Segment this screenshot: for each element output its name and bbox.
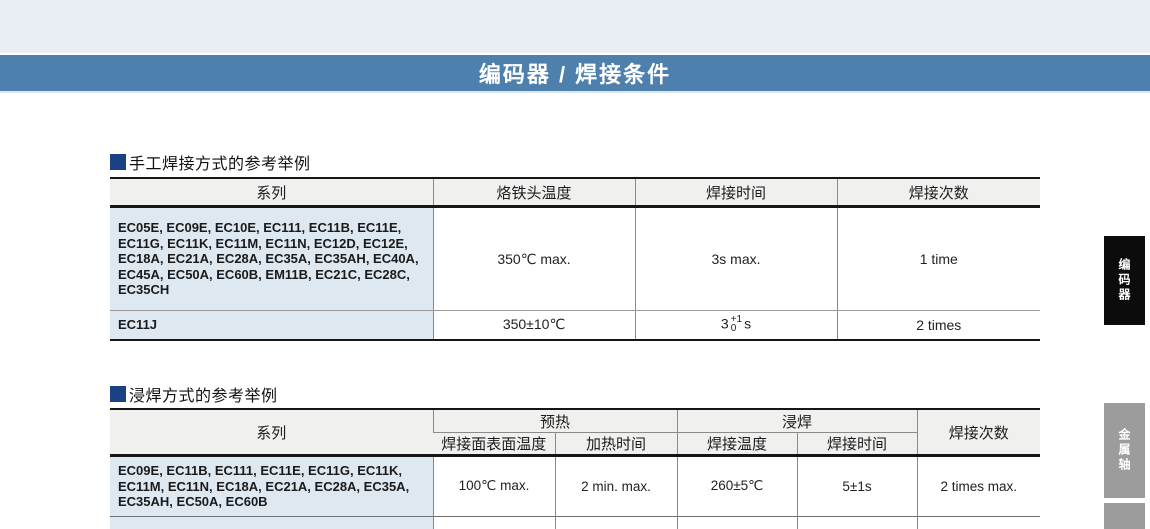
tolerance-plus: +1 xyxy=(730,313,743,325)
table-header-row-groups: 系列 预热 浸焊 焊接次数 xyxy=(110,409,1041,457)
series-cell: EC09E, EC11B, EC111, EC11E, EC11G, EC11K… xyxy=(110,455,433,517)
heating-time-cell: 2 min. max. xyxy=(554,516,678,529)
column-header-surface-temperature: 焊接面表面温度 xyxy=(433,432,555,457)
manual-soldering-table: 系列 烙铁头温度 焊接时间 焊接次数 EC05E, EC09E, EC10E, … xyxy=(110,177,1040,341)
page-title-bar: 编码器 / 焊接条件 xyxy=(0,55,1150,93)
heating-time-cell: 2 min. max. xyxy=(554,455,678,517)
column-header-dip-temperature: 焊接温度 xyxy=(676,432,798,457)
column-group-preheat: 预热 xyxy=(432,409,678,433)
soldering-count-cell: 1 time xyxy=(916,516,1041,529)
dip-time-cell: 5±1s xyxy=(796,455,918,517)
section-marker-square xyxy=(110,154,126,170)
section-marker-square xyxy=(110,386,126,402)
soldering-count-cell: 2 times max. xyxy=(916,455,1041,517)
table-row: EC11J 350±10℃ 3 +1 0 s 2 times xyxy=(110,310,1040,341)
dip-time-cell: 5±1s xyxy=(796,516,918,529)
column-header-tip-temperature: 烙铁头温度 xyxy=(432,178,635,208)
soldering-time-cell: 3s max. xyxy=(634,206,837,311)
column-header-heating-time: 加热时间 xyxy=(554,432,678,457)
surface-temperature-cell: 100℃ max. xyxy=(432,455,555,517)
section-title-manual-soldering: 手工焊接方式的参考举例 xyxy=(110,150,311,174)
side-tab-metal-shaft[interactable]: 金属轴 xyxy=(1104,403,1145,498)
soldering-time-cell: 3 +1 0 s xyxy=(634,310,837,341)
dip-temperature-cell: 260±5℃ xyxy=(676,455,798,517)
column-header-soldering-time: 焊接时间 xyxy=(634,178,837,208)
soldering-count-cell: 1 time xyxy=(836,206,1040,311)
table-row: EC05E, EC09E, EC10E, EC111, EC11B, EC11E… xyxy=(110,206,1040,311)
side-tab-encoder[interactable]: 编码器 xyxy=(1104,236,1145,325)
series-cell: EC05E, EC09E, EC10E, EC111, EC11B, EC11E… xyxy=(110,206,433,311)
page-title: 编码器 / 焊接条件 xyxy=(478,62,672,87)
tolerance-base: 3 xyxy=(720,315,729,332)
surface-temperature-cell: 110℃ max. xyxy=(432,516,555,529)
top-band xyxy=(0,0,1150,53)
side-tab-partial[interactable] xyxy=(1104,503,1145,529)
tip-temperature-cell: 350±10℃ xyxy=(432,310,635,341)
section-title-text: 手工焊接方式的参考举例 xyxy=(129,156,311,173)
series-cell: EC11J xyxy=(110,310,433,341)
column-header-series: 系列 xyxy=(110,178,433,208)
column-header-soldering-count: 焊接次数 xyxy=(836,178,1040,208)
table-header-row-sub: 焊接面表面温度 加热时间 焊接温度 焊接时间 xyxy=(110,432,1040,457)
tolerance-stack: +1 0 xyxy=(730,313,743,334)
dip-soldering-table: 系列 预热 浸焊 焊接次数 焊接面表面温度 加热时间 焊接温度 焊接时间 EC0… xyxy=(110,408,1041,529)
table-header-row: 系列 烙铁头温度 焊接时间 焊接次数 xyxy=(110,178,1040,208)
column-header-dip-time: 焊接时间 xyxy=(796,432,918,457)
column-header-soldering-count: 焊接次数 xyxy=(916,409,1041,457)
tolerance-unit: s xyxy=(744,315,752,332)
section-title-text: 浸焊方式的参考举例 xyxy=(129,388,278,405)
series-cell: EC11J xyxy=(110,516,433,529)
tolerance-minus: 0 xyxy=(730,322,737,334)
soldering-count-cell: 2 times xyxy=(836,310,1040,341)
tip-temperature-cell: 350℃ max. xyxy=(432,206,635,311)
column-group-dip: 浸焊 xyxy=(676,409,918,433)
table-row: EC09E, EC11B, EC111, EC11E, EC11G, EC11K… xyxy=(110,455,1041,517)
side-tab-label: 编码器 xyxy=(1117,258,1131,303)
section-title-dip-soldering: 浸焊方式的参考举例 xyxy=(110,382,278,406)
side-tab-label: 金属轴 xyxy=(1117,428,1131,473)
dip-temperature-cell: 260±5℃ xyxy=(676,516,798,529)
column-header-series: 系列 xyxy=(110,409,433,457)
table-row-partial: EC11J 110℃ max. 2 min. max. 260±5℃ 5±1s … xyxy=(110,516,1041,529)
